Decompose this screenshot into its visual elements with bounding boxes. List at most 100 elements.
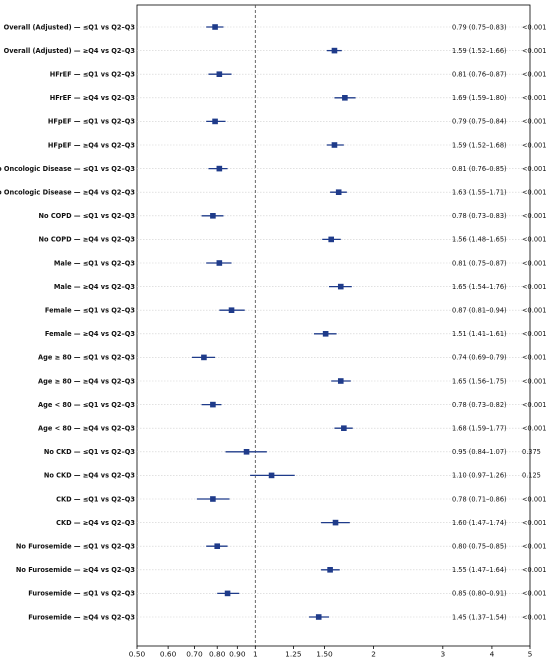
row-label: Overall (Adjusted) — ≤Q1 vs Q2–Q3 xyxy=(4,23,136,31)
hr-ci-label: 1.60 (1.47–1.74) xyxy=(452,519,507,527)
row-label: Furosemide — ≥Q4 vs Q2–Q3 xyxy=(28,613,135,621)
x-tick-label: 1.25 xyxy=(285,650,302,658)
point-estimate-marker xyxy=(268,472,275,479)
row-label: Overall (Adjusted) — ≥Q4 vs Q2–Q3 xyxy=(4,47,136,55)
hr-ci-label: 0.79 (0.75–0.84) xyxy=(452,118,507,126)
point-estimate-marker xyxy=(337,378,344,384)
grid-layer xyxy=(137,26,530,618)
point-estimate-marker xyxy=(201,354,207,361)
point-estimate-marker xyxy=(335,189,342,195)
point-estimate-marker xyxy=(337,283,344,290)
row-label: Female — ≤Q1 vs Q2–Q3 xyxy=(45,307,136,315)
point-estimate-marker xyxy=(210,401,216,408)
hr-ci-label: 1.55 (1.47–1.64) xyxy=(452,566,507,574)
x-tick-label: 1 xyxy=(253,650,258,658)
hr-ci-label: 0.78 (0.73–0.83) xyxy=(452,212,507,220)
p-value-label: <0.001 xyxy=(522,212,546,220)
row-label: Age ≥ 80 — ≤Q1 vs Q2–Q3 xyxy=(38,354,135,362)
marks-layer xyxy=(191,24,356,620)
p-value-label: 0.125 xyxy=(522,472,541,480)
x-tick-label: 3 xyxy=(440,650,445,658)
x-tick-label: 0.70 xyxy=(186,650,203,658)
p-value-label: <0.001 xyxy=(522,519,546,527)
point-estimate-marker xyxy=(216,260,223,266)
estimates-layer: 0.79 (0.75–0.83) <0.001 1.59 (1.52–1.66) <0… xyxy=(452,23,546,621)
row-label: No CKD — ≤Q1 vs Q2–Q3 xyxy=(44,448,136,456)
row-label: No CKD — ≥Q4 vs Q2–Q3 xyxy=(44,472,136,480)
p-value-label: <0.001 xyxy=(522,425,546,433)
hr-ci-label: 0.95 (0.84–1.07) xyxy=(452,448,507,456)
point-estimate-marker xyxy=(214,543,221,549)
row-label: No Furosemide — ≥Q4 vs Q2–Q3 xyxy=(16,566,136,574)
row-label: Male — ≥Q4 vs Q2–Q3 xyxy=(54,283,136,291)
p-value-label: <0.001 xyxy=(522,71,546,79)
p-value-label: <0.001 xyxy=(522,283,546,291)
point-estimate-marker xyxy=(331,142,338,148)
p-value-label: <0.001 xyxy=(522,613,546,621)
point-estimate-marker xyxy=(341,425,347,431)
row-label: CKD — ≥Q4 vs Q2–Q3 xyxy=(56,519,135,527)
p-value-label: <0.001 xyxy=(522,47,546,55)
row-label: Male — ≤Q1 vs Q2–Q3 xyxy=(54,259,136,267)
point-estimate-marker xyxy=(224,590,231,597)
row-label: Furosemide — ≤Q1 vs Q2–Q3 xyxy=(28,590,135,598)
point-estimate-marker xyxy=(331,47,338,54)
point-estimate-marker xyxy=(216,165,223,172)
hr-ci-label: 0.85 (0.80–0.91) xyxy=(452,590,507,598)
p-value-label: <0.001 xyxy=(522,543,546,551)
p-value-label: <0.001 xyxy=(522,165,546,173)
row-label: No COPD — ≤Q1 vs Q2–Q3 xyxy=(39,212,136,220)
row-label: Age ≥ 80 — ≥Q4 vs Q2–Q3 xyxy=(38,377,135,385)
p-value-label: <0.001 xyxy=(522,118,546,126)
p-value-label: <0.001 xyxy=(522,590,546,598)
hr-ci-label: 1.45 (1.37–1.54) xyxy=(452,613,507,621)
x-tick-label: 0.90 xyxy=(229,650,246,658)
hr-ci-label: 0.79 (0.75–0.83) xyxy=(452,23,507,31)
x-tick-label: 5 xyxy=(528,650,533,658)
point-estimate-marker xyxy=(210,496,216,502)
p-value-label: <0.001 xyxy=(522,307,546,315)
x-tick-label: 4 xyxy=(490,650,495,658)
row-label: No Furosemide — ≤Q1 vs Q2–Q3 xyxy=(16,543,136,551)
hr-ci-label: 1.10 (0.97–1.26) xyxy=(452,472,507,480)
point-estimate-marker xyxy=(327,567,333,573)
x-tick-label: 1.50 xyxy=(316,650,333,658)
p-value-label: <0.001 xyxy=(522,330,546,338)
hr-ci-label: 1.51 (1.41–1.61) xyxy=(452,330,507,338)
row-label: No Oncologic Disease — ≥Q4 vs Q2–Q3 xyxy=(0,189,135,197)
row-label: HFpEF — ≥Q4 vs Q2–Q3 xyxy=(48,141,136,149)
point-estimate-marker xyxy=(243,449,250,455)
row-label: Age < 80 — ≤Q1 vs Q2–Q3 xyxy=(38,401,135,409)
p-value-label: <0.001 xyxy=(522,401,546,409)
point-estimate-marker xyxy=(328,236,335,243)
p-value-label: <0.001 xyxy=(522,236,546,244)
x-tick-label: 0.60 xyxy=(160,650,177,658)
p-value-label: <0.001 xyxy=(522,259,546,267)
hr-ci-label: 0.78 (0.73–0.82) xyxy=(452,401,507,409)
point-estimate-marker xyxy=(315,614,322,620)
hr-ci-label: 0.81 (0.76–0.87) xyxy=(452,71,507,79)
row-label: HFrEF — ≥Q4 vs Q2–Q3 xyxy=(50,94,136,102)
row-label: CKD — ≤Q1 vs Q2–Q3 xyxy=(56,495,135,503)
row-label: Age < 80 — ≥Q4 vs Q2–Q3 xyxy=(38,425,135,433)
row-label: HFpEF — ≤Q1 vs Q2–Q3 xyxy=(48,118,136,126)
x-axis: 0.50 0.60 0.70 0.80 0.90 1 1.25 1.50 2 3 4 5 xyxy=(129,646,533,658)
p-value-label: <0.001 xyxy=(522,495,546,503)
plot-area-frame xyxy=(136,4,531,647)
point-estimate-marker xyxy=(342,95,348,101)
point-estimate-marker xyxy=(212,24,218,30)
hr-ci-label: 0.81 (0.76–0.85) xyxy=(452,165,507,173)
hr-ci-label: 0.87 (0.81–0.94) xyxy=(452,307,507,315)
hr-ci-label: 1.56 (1.48–1.65) xyxy=(452,236,507,244)
point-estimate-marker xyxy=(212,118,218,125)
p-value-label: <0.001 xyxy=(522,23,546,31)
point-estimate-marker xyxy=(210,213,216,219)
row-label: HFrEF — ≤Q1 vs Q2–Q3 xyxy=(50,71,136,79)
p-value-label: <0.001 xyxy=(522,189,546,197)
x-tick-label: 0.50 xyxy=(129,650,146,658)
x-tick-label: 2 xyxy=(371,650,376,658)
hr-ci-label: 0.81 (0.75–0.87) xyxy=(452,259,507,267)
p-value-label: <0.001 xyxy=(522,566,546,574)
p-value-label: 0.375 xyxy=(522,448,541,456)
hr-ci-label: 0.78 (0.71–0.86) xyxy=(452,495,507,503)
